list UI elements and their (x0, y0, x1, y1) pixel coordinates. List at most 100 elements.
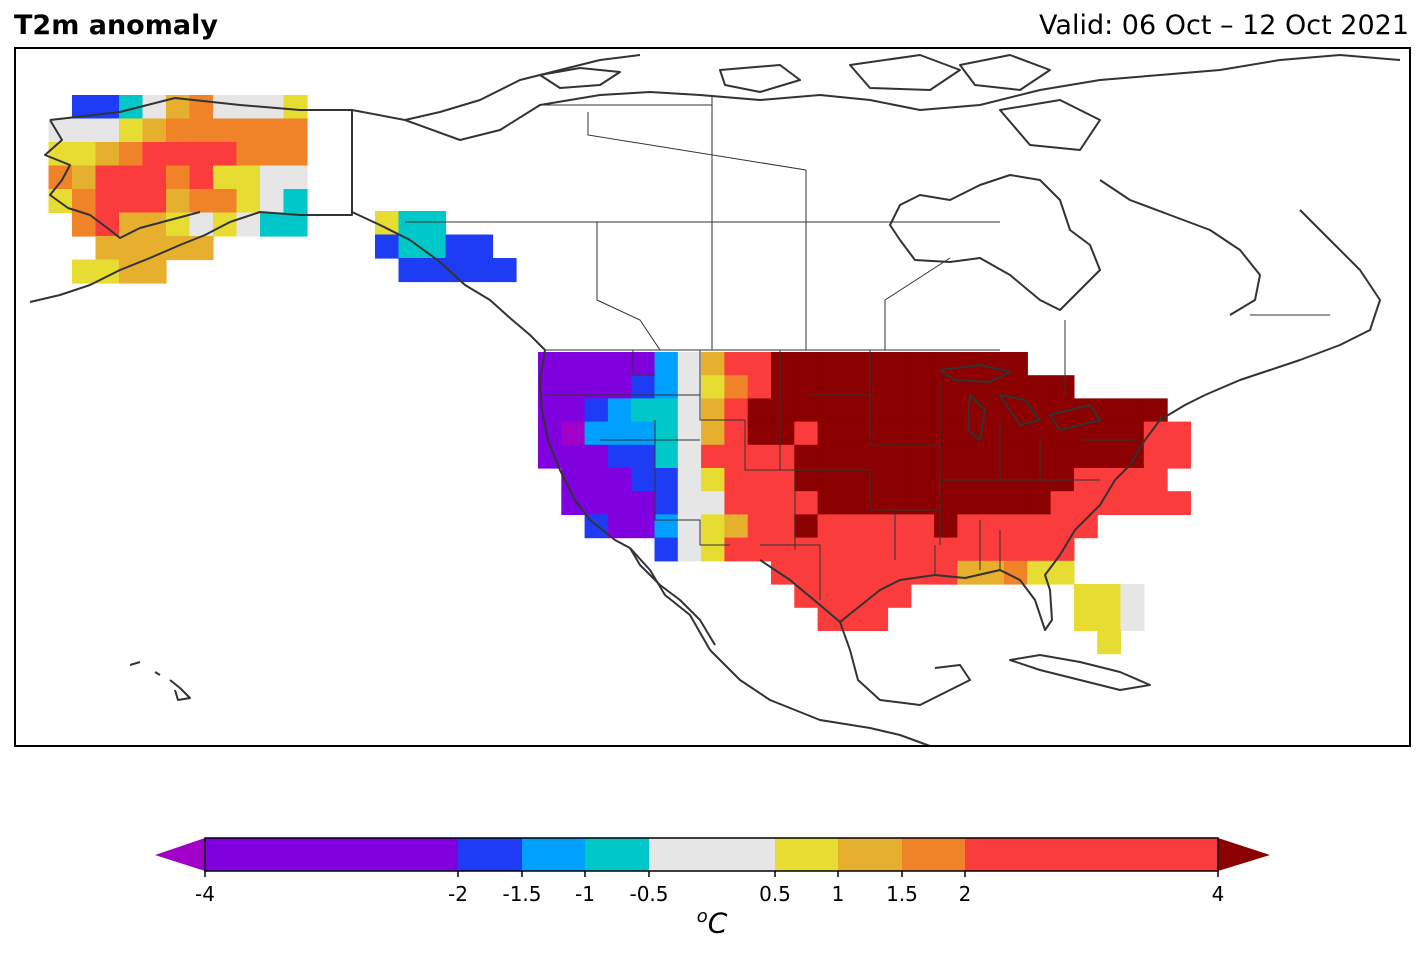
conus-cell (840, 398, 865, 423)
conus-cell (910, 421, 935, 446)
conus-cell (561, 352, 586, 376)
conus-cell (817, 421, 842, 446)
conus-cell (701, 537, 725, 562)
panhandle-cell (422, 258, 447, 283)
colorbar-ticks (204, 871, 1219, 877)
conus-cell (1004, 560, 1028, 585)
alaska-cell (283, 212, 308, 237)
conus-cell (1143, 421, 1168, 446)
alaska-cell (260, 189, 285, 214)
conus-cell (934, 514, 958, 539)
conus-cell (584, 421, 609, 446)
conus-cell (934, 352, 958, 376)
alaska-cell (95, 212, 120, 237)
conus-cell (817, 375, 842, 399)
conus-cell (724, 398, 749, 423)
conus-cell (864, 421, 889, 446)
colorbar-outline (204, 837, 1219, 872)
alaska-cell (142, 95, 167, 120)
conus-cell (840, 491, 865, 515)
panhandle-cell (398, 258, 423, 283)
conus-cell (840, 514, 865, 539)
conus-cell (1004, 537, 1028, 562)
conus-cell (747, 491, 772, 515)
alaska-cell (119, 259, 144, 284)
conus-cell (607, 468, 632, 492)
conus-cell (910, 398, 935, 423)
conus-cell (1004, 375, 1028, 399)
conus-cell (654, 514, 679, 539)
conus-cell (747, 352, 772, 376)
conus-cell (1120, 398, 1145, 423)
colorbar-bin (585, 838, 650, 871)
conus-cell (1050, 491, 1075, 515)
alaska-cell (189, 189, 214, 214)
conus-cell (934, 421, 958, 446)
conus-cell (794, 491, 819, 515)
panhandle-cell (445, 234, 470, 259)
conus-cell (584, 398, 609, 423)
conus-cell (631, 421, 656, 446)
conus-cell (771, 468, 795, 492)
conus-cell (1027, 398, 1052, 423)
conus-cell (980, 398, 1005, 423)
conus-cell (771, 352, 795, 376)
conus-cell (607, 491, 632, 515)
colorbar-tick-label: 4 (1211, 882, 1225, 906)
conus-cell (701, 375, 725, 399)
colorbar-tick-label: 2 (958, 882, 972, 906)
conus-cell (561, 444, 586, 469)
conus-cell (1050, 444, 1075, 469)
conus-cell (864, 468, 889, 492)
conus-cell (1073, 584, 1098, 608)
conus-cell (887, 537, 912, 562)
conus-cell (1143, 468, 1168, 492)
conus-cell (934, 491, 958, 515)
conus-cell (1073, 398, 1098, 423)
conus-cell (957, 491, 982, 515)
conus-cell (701, 514, 725, 539)
conus-cell (1027, 444, 1052, 469)
conus-cell (771, 514, 795, 539)
alaska-cell (213, 142, 238, 167)
conus-cell (840, 584, 865, 608)
conus-cell (1004, 352, 1028, 376)
conus-cell (1167, 421, 1191, 446)
alaska-cell (213, 95, 238, 120)
conus-cell (607, 352, 632, 376)
conus-cell (1120, 584, 1145, 608)
conus-cell (817, 607, 842, 631)
alaska-cell (166, 236, 191, 261)
panhandle-cell (422, 211, 447, 236)
conus-cell (607, 421, 632, 446)
conus-cell (794, 421, 819, 446)
conus-cell (1097, 491, 1122, 515)
conus-cell (701, 491, 725, 515)
conus-cell (887, 352, 912, 376)
conus-cell (794, 444, 819, 469)
panhandle-cell (375, 211, 400, 236)
conus-cell (701, 468, 725, 492)
conus-cell (607, 398, 632, 423)
conus-cell (817, 560, 842, 585)
conus-cell (817, 514, 842, 539)
conus-cell (561, 398, 586, 423)
conus-cell (910, 514, 935, 539)
conus-cell (934, 537, 958, 562)
colorbar-bin (775, 838, 839, 871)
alaska-cell (166, 142, 191, 167)
conus-cell (980, 514, 1005, 539)
conus-cell (794, 468, 819, 492)
conus-cell (1027, 375, 1052, 399)
alaska-cell (213, 118, 238, 143)
conus-cell (980, 491, 1005, 515)
alaska-cell (260, 142, 285, 167)
conus-cell (817, 491, 842, 515)
conus-cell (1143, 398, 1168, 423)
conus-cell (794, 514, 819, 539)
conus-cell (654, 421, 679, 446)
alaska-cell (236, 142, 261, 167)
conus-cell (957, 444, 982, 469)
conus-cell (817, 444, 842, 469)
panhandle-cell (398, 211, 423, 236)
